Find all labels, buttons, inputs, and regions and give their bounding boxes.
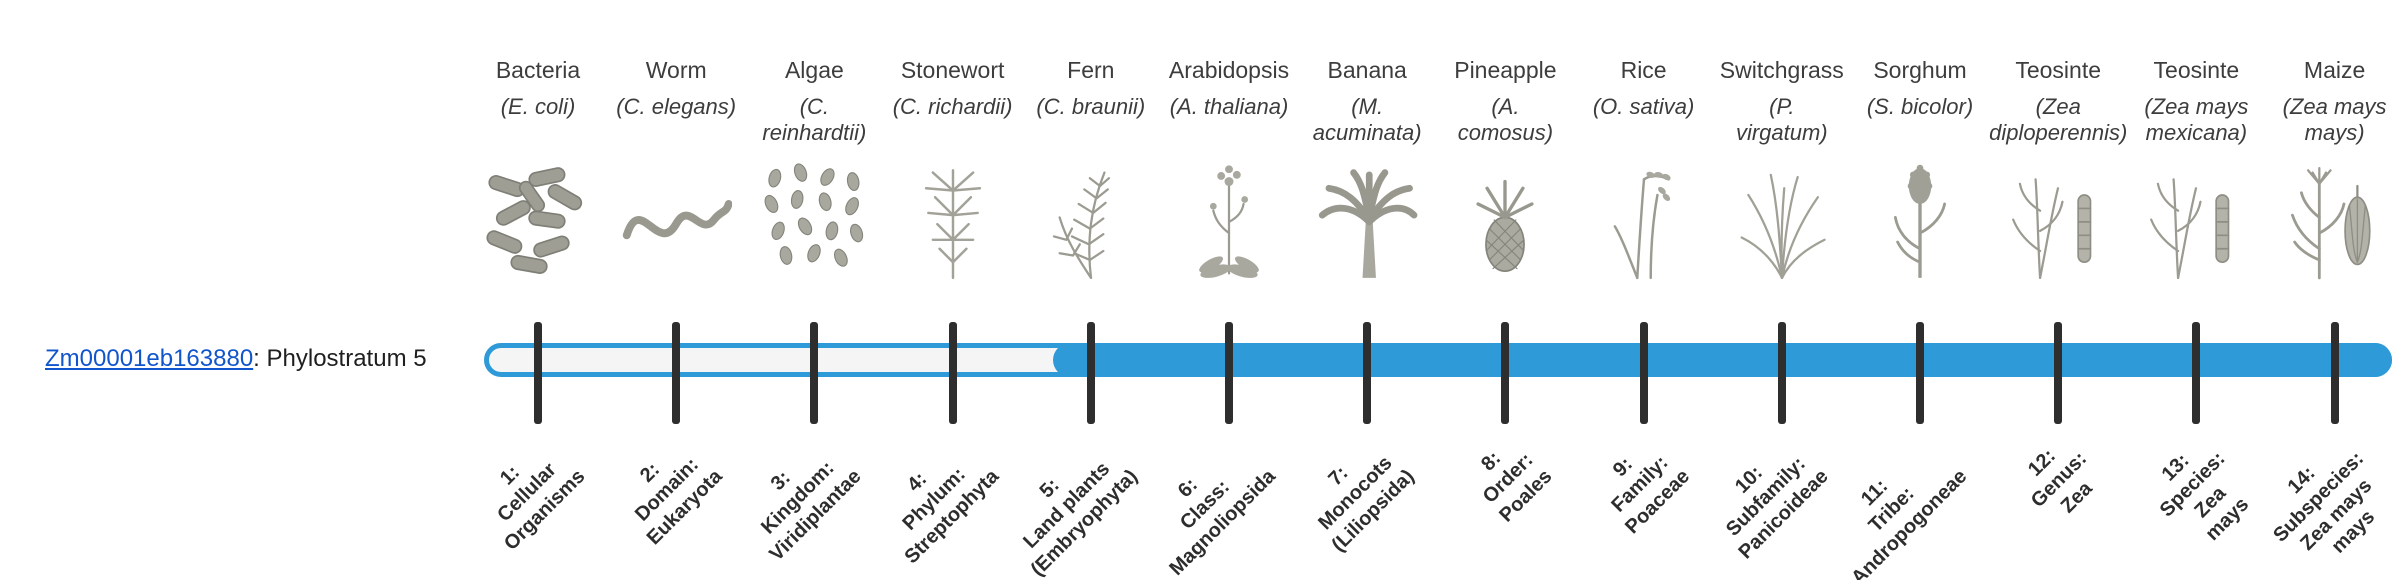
organism-column: Algae (C. reinhardtii) bbox=[729, 56, 899, 286]
organism-scientific-name: (C. reinhardtii) bbox=[762, 93, 867, 145]
phylostratum-tick-label: 6: Class: Magnoliopsida bbox=[1165, 465, 1280, 580]
organism-scientific-name: (Zea mays mays) bbox=[2282, 93, 2387, 145]
phylostratum-tick bbox=[1363, 322, 1372, 424]
phylostratum-tick-label: 9: Family: Poaceae bbox=[1608, 451, 1695, 539]
organism-column: Bacteria (E. coli) bbox=[453, 56, 623, 286]
phylostratum-tick-label: 14: Subspecies: Zea mays mays bbox=[2269, 447, 2380, 558]
algae-icon bbox=[729, 152, 899, 286]
phylostratum-tick-label: 5: Land plants (Embryophyta) bbox=[1019, 458, 1142, 580]
phylostratum-tick-label: 11: Tribe: Andropogoneae bbox=[1846, 465, 1971, 580]
phylostratum-tick bbox=[534, 322, 542, 424]
organism-column: Arabidopsis (A. thaliana) bbox=[1144, 56, 1314, 286]
phylostratum-tick-label: 10: Subfamily: Panicoideae bbox=[1722, 453, 1833, 564]
phylostratum-tick bbox=[810, 322, 819, 424]
organism-column: Worm (C. elegans) bbox=[591, 56, 761, 286]
phylostratum-tick bbox=[672, 322, 681, 424]
organism-common-name: Worm bbox=[645, 57, 707, 83]
maize-icon bbox=[2250, 152, 2400, 286]
sorghum-icon bbox=[1835, 152, 2005, 286]
phylostrata-bar-fill bbox=[1052, 343, 2392, 377]
organism-common-name: Arabidopsis bbox=[1168, 57, 1290, 83]
organism-common-name: Teosinte bbox=[2015, 57, 2102, 83]
organism-column: Fern (C. braunii) bbox=[1006, 56, 1176, 286]
organism-common-name: Rice bbox=[1620, 57, 1667, 83]
organism-common-name: Maize bbox=[2303, 57, 2366, 83]
organism-common-name: Pineapple bbox=[1454, 57, 1557, 83]
organism-column: Maize (Zea mays mays) bbox=[2250, 56, 2400, 286]
switchgrass-icon bbox=[1697, 152, 1867, 286]
phylostratum-tick bbox=[1777, 322, 1786, 424]
organism-common-name: Teosinte bbox=[2153, 57, 2240, 83]
organism-common-name: Sorghum bbox=[1873, 57, 1967, 83]
phylostratum-tick-label: 3: Kingdom: Viridiplantae bbox=[757, 457, 866, 566]
organism-scientific-name: (O. sativa) bbox=[1592, 93, 1695, 119]
gene-id-link[interactable]: Zm00001eb163880 bbox=[45, 345, 254, 372]
fern-icon bbox=[1006, 152, 1176, 286]
phylostratum-tick bbox=[1501, 322, 1510, 424]
organism-column: Teosinte (Zea mays mexicana) bbox=[2111, 56, 2281, 286]
worm-icon bbox=[591, 152, 761, 286]
phylostratum-tick-label: 13: Species: Zea mays bbox=[2156, 447, 2254, 546]
organism-scientific-name: (E. coli) bbox=[500, 93, 576, 119]
organism-scientific-name: (A. thaliana) bbox=[1169, 93, 1289, 119]
organism-scientific-name: (C. richardii) bbox=[892, 93, 1013, 119]
phylostratum-tick-label: 12: Genus: Zea bbox=[2024, 444, 2097, 518]
phylostratum-tick bbox=[948, 322, 957, 424]
phylostratum-tick-label: 2: Domain: Eukaryota bbox=[631, 453, 727, 550]
phylostratum-tick bbox=[1639, 322, 1648, 424]
phylostratum-tick bbox=[1916, 322, 1924, 424]
bacteria-icon bbox=[453, 152, 623, 286]
organism-common-name: Fern bbox=[1067, 57, 1115, 83]
organism-column: Banana (M. acuminata) bbox=[1282, 56, 1452, 286]
organism-scientific-name: (C. elegans) bbox=[616, 93, 737, 119]
organism-common-name: Stonewort bbox=[900, 57, 1005, 83]
organism-common-name: Banana bbox=[1327, 57, 1407, 83]
phylostratum-tick bbox=[2054, 322, 2063, 424]
organism-scientific-name: (M. acuminata) bbox=[1312, 93, 1422, 145]
organism-scientific-name: (Zea mays mexicana) bbox=[2144, 93, 2249, 145]
organism-column: Sorghum (S. bicolor) bbox=[1835, 56, 2005, 286]
stonewort-icon bbox=[868, 152, 1038, 286]
banana-icon bbox=[1282, 152, 1452, 286]
organism-scientific-name: (Zea diploperennis) bbox=[1989, 93, 2128, 145]
phylostratum-tick bbox=[1086, 322, 1095, 424]
organism-scientific-name: (S. bicolor) bbox=[1866, 93, 1974, 119]
gene-label: Zm00001eb163880: Phylostratum 5 bbox=[45, 345, 427, 373]
organism-column: Pineapple (A. comosus) bbox=[1420, 56, 1590, 286]
organism-column: Rice (O. sativa) bbox=[1559, 56, 1729, 286]
organism-common-name: Switchgrass bbox=[1719, 57, 1844, 83]
phylostratum-tick bbox=[2330, 322, 2339, 424]
organism-common-name: Algae bbox=[784, 57, 844, 83]
phylostratum-tick bbox=[1225, 322, 1233, 424]
arabidopsis-icon bbox=[1144, 152, 1314, 286]
organism-scientific-name: (A. comosus) bbox=[1457, 93, 1554, 145]
organism-column: Stonewort (C. richardii) bbox=[868, 56, 1038, 286]
organism-column: Teosinte (Zea diploperennis) bbox=[1973, 56, 2143, 286]
teosinte-icon bbox=[1973, 152, 2143, 286]
organism-scientific-name: (P. virgatum) bbox=[1735, 93, 1828, 145]
phylostratum-tick-label: 1: Cellular Organisms bbox=[493, 458, 589, 555]
phylostratum-tick-label: 7: Monocots (Liliopsida) bbox=[1314, 452, 1418, 557]
organism-common-name: Bacteria bbox=[495, 57, 581, 83]
organism-column: Switchgrass (P. virgatum) bbox=[1697, 56, 1867, 286]
rice-icon bbox=[1559, 152, 1729, 286]
phylostratum-tick-label: 8: Order: Poales bbox=[1477, 447, 1557, 527]
pineapple-icon bbox=[1420, 152, 1590, 286]
teosinte-icon bbox=[2111, 152, 2281, 286]
gene-annotation: : Phylostratum 5 bbox=[253, 345, 427, 372]
organism-scientific-name: (C. braunii) bbox=[1036, 93, 1146, 119]
phylostratum-tick-label: 4: Phylum: Streptophyta bbox=[899, 463, 1004, 568]
phylostratum-tick bbox=[2192, 322, 2201, 424]
